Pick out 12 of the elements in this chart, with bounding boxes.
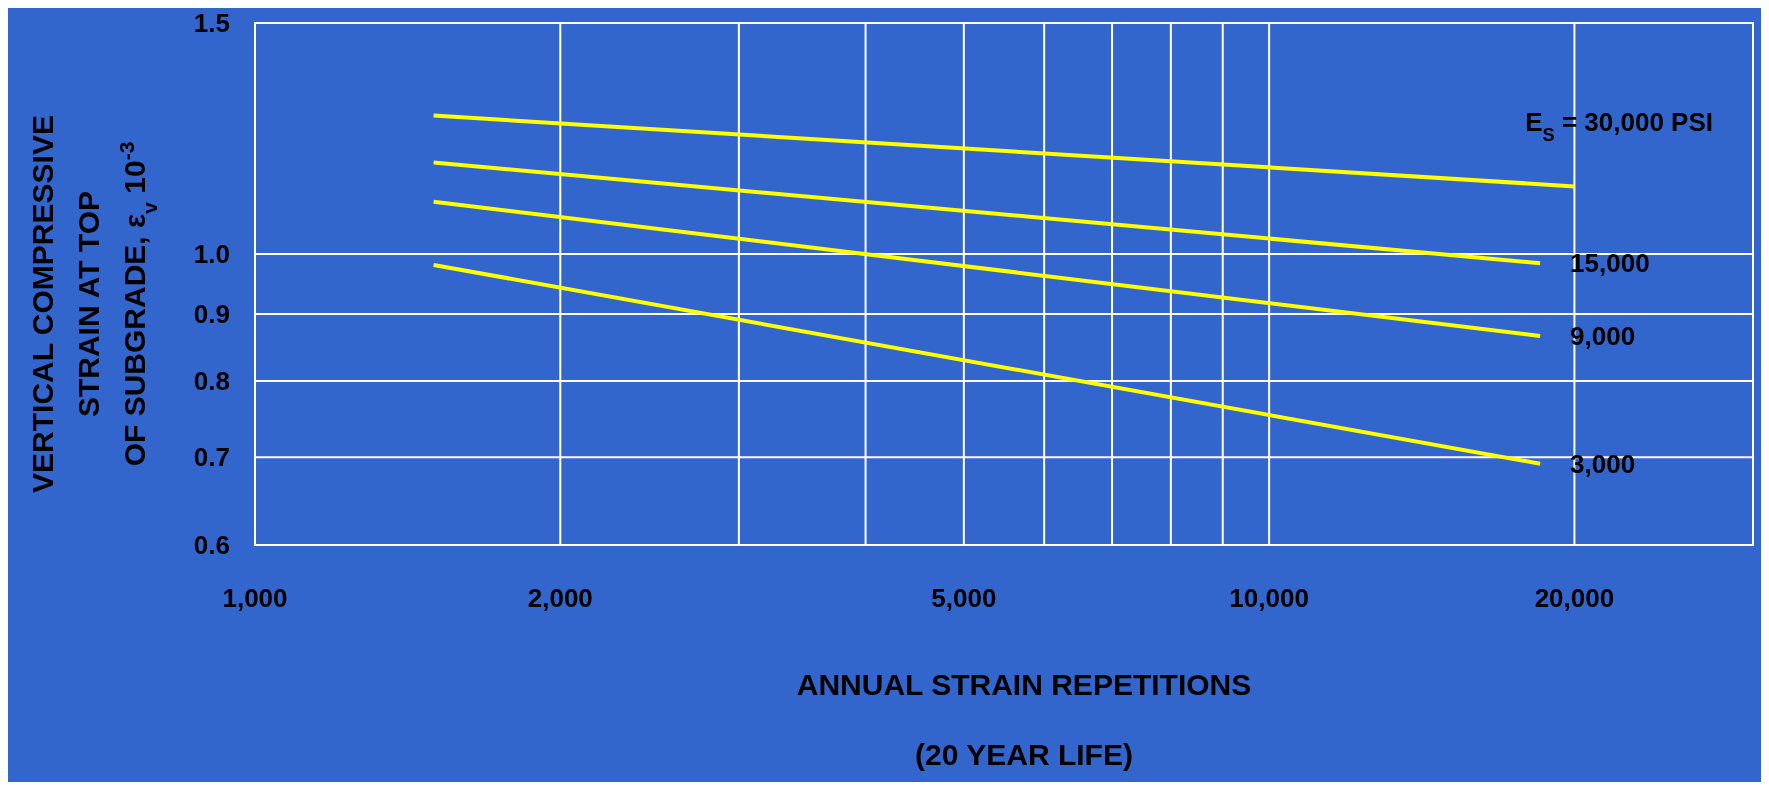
y-tick-label: 0.6 [193, 530, 230, 560]
y-tick-label: 0.8 [193, 366, 230, 397]
y-tick-label: 0.9 [193, 299, 230, 330]
x-tick-label: 1,000 [222, 583, 288, 613]
x-tick-label: 10,000 [1229, 583, 1309, 613]
x-tick-label: 20,000 [1534, 583, 1615, 613]
x-tick-label: 2,000 [527, 583, 593, 613]
text: ANNUAL STRAIN REPETITIONS (20 YEAR LIFE) [796, 668, 1252, 771]
y-tick-label: 0.7 [193, 442, 230, 473]
y-tick-label: 1.0 [193, 238, 230, 269]
x-tick-label: 5,000 [931, 583, 997, 613]
y-tick-label: 1.5 [193, 8, 230, 38]
